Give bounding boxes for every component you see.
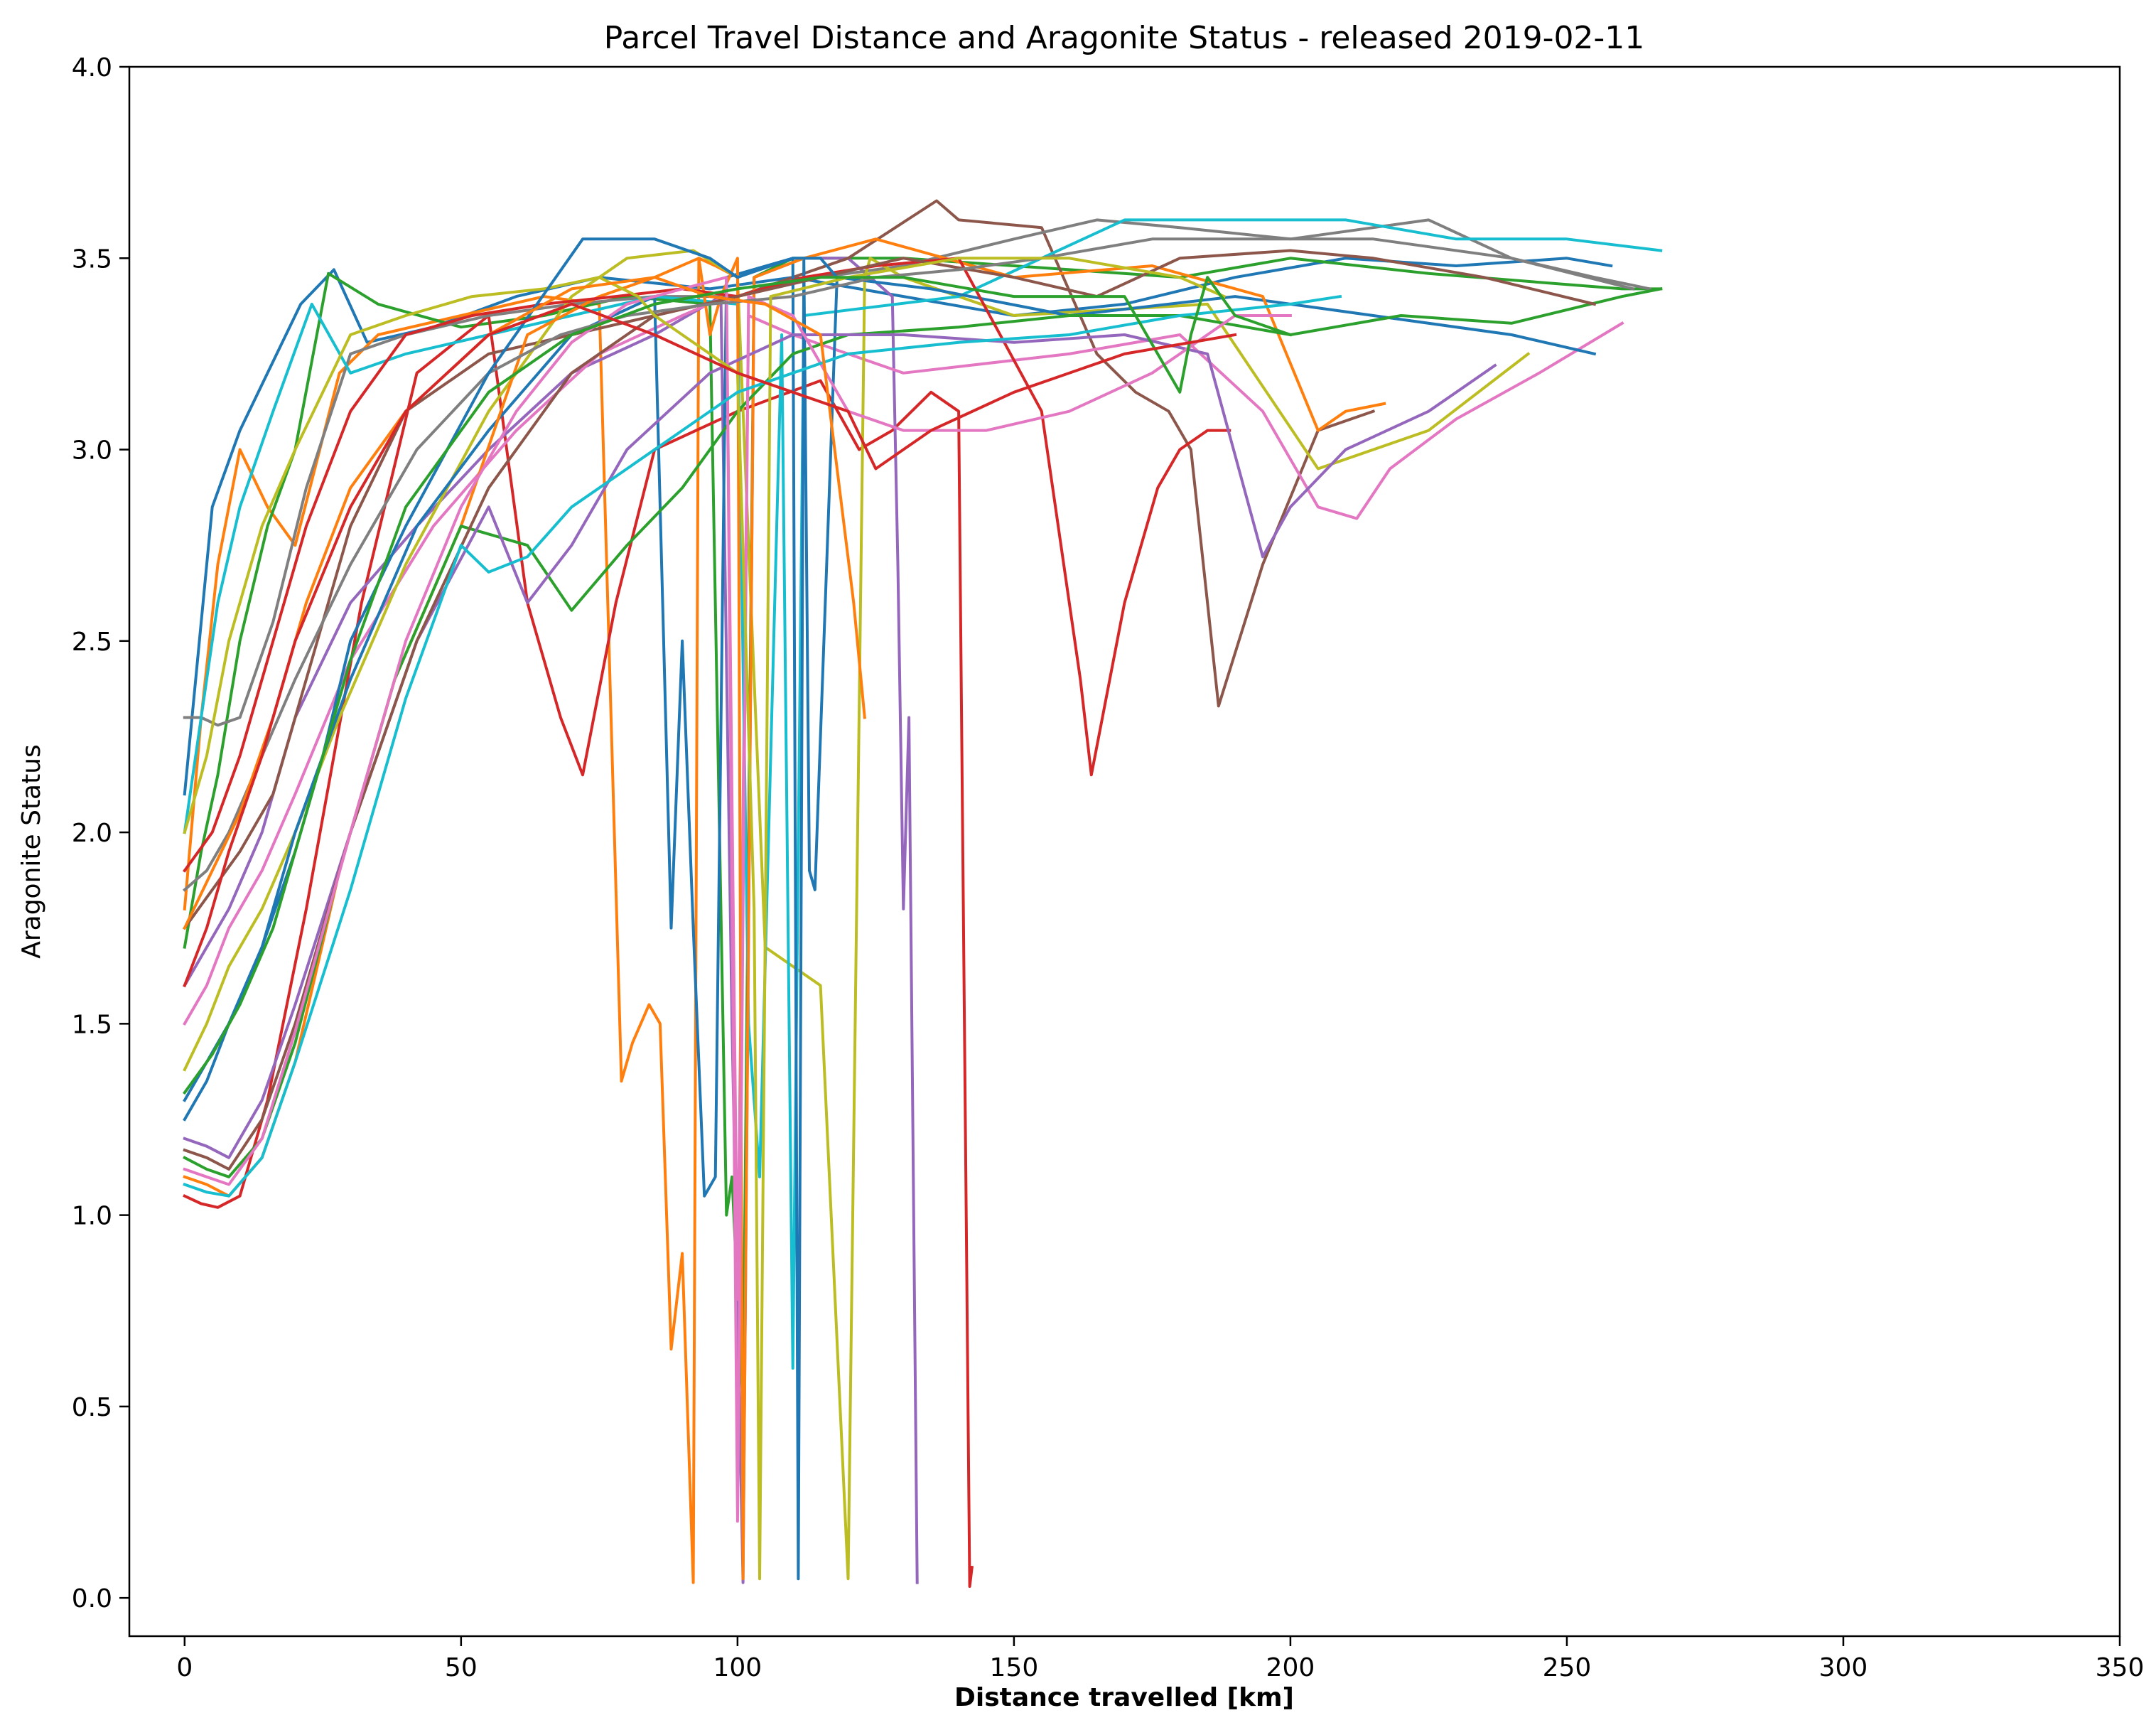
series-line-6 (183, 199, 1376, 930)
series-line-19 (183, 257, 1227, 1581)
series-line-13 (183, 287, 1663, 1178)
y-tick-label: 3.0 (72, 436, 112, 466)
y-tick-label: 0.5 (72, 1393, 112, 1422)
y-tick-label: 1.5 (72, 1010, 112, 1039)
series-layer (182, 199, 1663, 1588)
series-line-3 (183, 257, 1663, 1408)
x-tick-label: 100 (713, 1653, 762, 1682)
y-tick-label: 1.0 (72, 1202, 112, 1231)
x-tick-label: 350 (2096, 1653, 2145, 1682)
x-tick-label: 200 (1266, 1653, 1315, 1682)
chart-title: Parcel Travel Distance and Aragonite Sta… (604, 20, 1645, 56)
series-line-24 (183, 302, 1237, 988)
x-tick-label: 0 (176, 1653, 193, 1682)
x-tick-label: 250 (1543, 1653, 1592, 1682)
x-tick-label: 300 (1819, 1653, 1868, 1682)
y-tick-label: 2.0 (72, 819, 112, 848)
y-axis: 0.0 0.5 1.0 1.5 2.0 2.5 3.0 3.5 4.0 (72, 53, 129, 1613)
y-axis-label: Aragonite Status (17, 744, 46, 959)
x-tick-label: 150 (990, 1653, 1039, 1682)
series-line-20 (183, 294, 1342, 1198)
x-axis: 0 50 100 150 200 250 300 350 (176, 1636, 2144, 1682)
series-line-15 (183, 333, 1497, 1159)
x-axis-label: Distance travelled [km] (954, 1683, 1294, 1712)
y-tick-label: 2.5 (72, 628, 112, 657)
series-line-18 (182, 237, 1635, 892)
y-tick-label: 0.0 (72, 1584, 112, 1613)
y-tick-label: 3.5 (72, 245, 112, 274)
x-tick-label: 50 (445, 1653, 478, 1682)
y-tick-label: 4.0 (72, 53, 112, 82)
series-line-10 (183, 218, 1663, 1370)
plot-frame (128, 65, 2121, 1638)
series-line-23 (183, 276, 1293, 1095)
series-line-17 (183, 276, 1292, 1523)
